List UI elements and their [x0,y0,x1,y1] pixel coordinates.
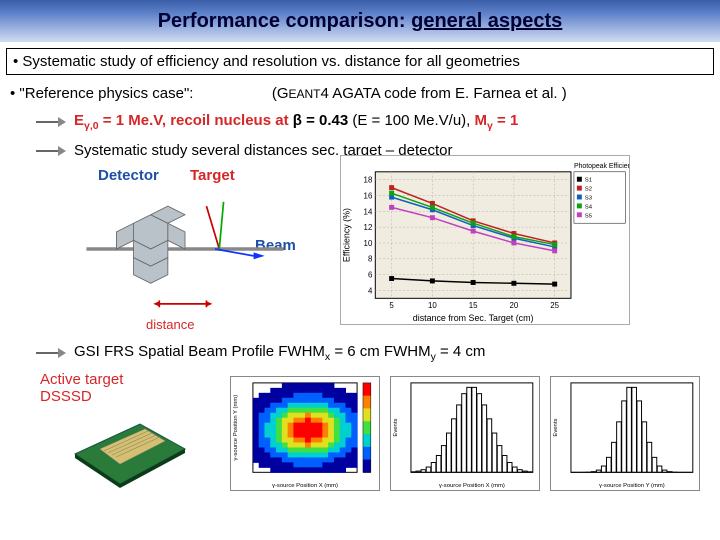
svg-text:16: 16 [364,191,373,200]
egamma-sym: E [74,112,84,129]
distance-label-below: distance [146,317,194,332]
svg-text:15: 15 [469,301,478,310]
target-label: Target [190,167,235,184]
arrow-icon [36,346,66,360]
mid-figure-area: Detector Target Beam distance distance 5… [60,167,720,337]
svg-text:12: 12 [364,223,373,232]
gsi-mid: = 6 cm FWHM [330,343,430,360]
svg-text:S2: S2 [585,187,592,193]
geant-smallcaps: EANT [289,87,321,101]
bullet-systematic-study: • Systematic study of efficiency and res… [6,48,714,75]
svg-text:Photopeak Efficiency vs Distan: Photopeak Efficiency vs Distance [574,163,630,170]
svg-text:S1: S1 [585,178,592,184]
svg-text:4: 4 [368,286,373,295]
gsi-suffix: = 4 cm [436,343,486,360]
svg-text:S3: S3 [585,195,593,201]
profile-y-figure: Events γ-source Position Y (mm) [550,376,700,491]
svg-text:Events: Events [393,419,399,437]
profile-x-figure: Events γ-source Position X (mm) [390,376,540,491]
svg-text:10: 10 [428,301,437,310]
title-banner: Performance comparison: general aspects [0,0,720,42]
efficiency-chart: 5 10 15 20 25 4 6 8 10 12 14 16 18 Efficiency (%) dist… [340,155,630,325]
title-prefix: Performance comparison: [158,10,406,33]
svg-text:S5: S5 [585,213,593,219]
bottom-figure-area: Active targetDSSSD γ-source Position Y (… [30,371,720,501]
egamma-val: = 1 Me.V, recoil nucleus at [99,112,293,129]
dsssd-board-figure [70,409,190,489]
arrow-icon [36,115,66,129]
svg-text:5: 5 [389,301,394,310]
svg-text:γ-source Position X (mm): γ-source Position X (mm) [272,483,338,489]
heatmap-figure: γ-source Position Y (mm) γ-source Positio… [230,376,380,491]
svg-text:8: 8 [368,255,373,264]
arrow-icon [36,144,66,158]
beta-val: β = 0.43 [293,112,348,129]
egamma-sub: γ,0 [84,120,99,132]
active-target-label: Active targetDSSSD [40,371,123,405]
detector-schematic [70,189,300,309]
svg-text:γ-source Position Y (mm): γ-source Position Y (mm) [599,483,665,489]
reference-case-label: • "Reference physics case": [10,85,193,102]
arrow-line-params: Eγ,0 = 1 Me.V, recoil nucleus at β = 0.4… [36,112,720,132]
svg-text:Efficiency (%): Efficiency (%) [342,208,352,262]
svg-text:γ-source Position Y (mm): γ-source Position Y (mm) [233,395,239,461]
mgamma-val: = 1 [493,112,518,129]
detector-label: Detector [98,167,159,184]
svg-text:γ-source Position X (mm): γ-source Position X (mm) [439,483,505,489]
svg-text:Events: Events [553,419,559,437]
title-suffix: general aspects [411,10,562,33]
svg-text:6: 6 [368,271,373,280]
mgamma-sym: M [475,112,488,129]
svg-text:14: 14 [364,207,373,216]
gsi-prefix: GSI FRS Spatial Beam Profile FWHM [74,343,325,360]
geant-ref-rest: 4 AGATA code from E. Farnea et al. ) [321,85,567,102]
svg-text:18: 18 [364,176,373,185]
reference-case-line: • "Reference physics case": (GEANT4 AGAT… [10,85,714,102]
svg-text:S4: S4 [585,204,593,210]
geant-ref-open: (G [272,85,289,102]
svg-text:10: 10 [364,239,373,248]
energy-val: (E = 100 Me.V/u), [348,112,474,129]
svg-text:25: 25 [550,301,559,310]
svg-text:distance from Sec. Target (cm): distance from Sec. Target (cm) [413,313,534,323]
svg-text:20: 20 [510,301,519,310]
gsi-line: GSI FRS Spatial Beam Profile FWHMx = 6 c… [36,343,720,363]
